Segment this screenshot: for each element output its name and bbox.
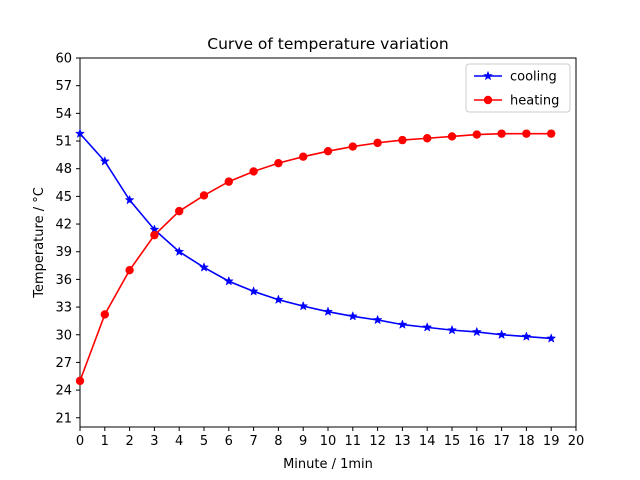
- cooling-point: [471, 326, 482, 337]
- heating-point: [497, 129, 506, 138]
- heating-point: [175, 206, 184, 216]
- x-tick-label: 20: [568, 434, 585, 449]
- heating-point: [398, 135, 407, 145]
- cooling-point: [273, 294, 284, 304]
- y-tick-label: 57: [55, 79, 72, 94]
- series-layer: [74, 128, 557, 386]
- y-tick-label: 27: [55, 356, 72, 371]
- y-tick-label: 60: [55, 52, 72, 67]
- heating-point: [150, 230, 159, 240]
- series-heating: [75, 129, 556, 386]
- y-tick-label: 21: [55, 411, 72, 426]
- x-tick-label: 8: [274, 434, 282, 449]
- cooling-point: [174, 246, 185, 257]
- y-tick-label: 33: [55, 301, 72, 316]
- x-tick-label: 16: [469, 434, 486, 449]
- cooling-legend-marker: [482, 70, 494, 81]
- legend: cooling heating: [465, 63, 571, 113]
- cooling-point: [223, 275, 234, 286]
- x-tick-label: 17: [493, 434, 510, 449]
- heating-point: [100, 310, 110, 319]
- heating-point: [423, 134, 432, 143]
- x-tick-label: 14: [419, 434, 436, 449]
- x-tick-label: 11: [345, 434, 362, 449]
- cooling-point: [372, 314, 383, 325]
- x-axis-title: Minute / 1min: [283, 457, 373, 472]
- y-tick-label: 24: [55, 384, 72, 399]
- y-tick-label: 39: [55, 245, 72, 260]
- x-tick-label: 1: [101, 434, 109, 449]
- y-tick-label: 51: [55, 135, 72, 150]
- cooling-point: [124, 194, 135, 205]
- x-tick-label: 12: [369, 434, 386, 449]
- cooling-point: [397, 319, 408, 329]
- heating-point: [75, 376, 85, 386]
- x-tick-label: 2: [125, 434, 133, 449]
- cooling-point: [496, 329, 507, 340]
- y-axis-ticks: 21 24 27 30 33 36 39 42 45 48 51 54 57 60: [55, 52, 80, 426]
- cooling-point: [298, 300, 309, 311]
- y-tick-label: 42: [55, 218, 72, 233]
- y-tick-label: 45: [55, 190, 72, 205]
- x-tick-label: 4: [175, 434, 183, 449]
- x-tick-label: 9: [299, 434, 307, 449]
- heating-point: [274, 158, 283, 168]
- x-tick-label: 15: [444, 434, 461, 449]
- x-tick-label: 3: [150, 434, 158, 449]
- cooling-point: [248, 286, 259, 296]
- y-tick-label: 54: [55, 107, 72, 122]
- heating-point: [348, 142, 357, 151]
- x-tick-label: 5: [200, 434, 208, 449]
- y-tick-label: 36: [55, 273, 72, 288]
- y-axis-title: Temperature / °C: [32, 187, 47, 299]
- cooling-point: [446, 324, 458, 335]
- cooling-point: [198, 262, 210, 272]
- x-tick-label: 13: [394, 434, 411, 449]
- heating-point: [373, 138, 382, 148]
- legend-label-cooling: cooling: [510, 70, 557, 85]
- heating-point: [299, 152, 308, 161]
- cooling-point: [422, 322, 433, 332]
- cooling-point: [99, 156, 110, 166]
- x-tick-label: 7: [249, 434, 257, 449]
- series-cooling: [74, 128, 557, 343]
- x-tick-label: 19: [543, 434, 560, 449]
- heating-point: [522, 129, 531, 138]
- x-axis-ticks: 0 1 2 3 4 5 6 7 8 9 10 11 12 13 14 15 16 17 18 19 20: [76, 427, 584, 449]
- chart-title: Curve of temperature variation: [207, 35, 448, 53]
- legend-label-heating: heating: [510, 94, 559, 109]
- heating-point: [547, 129, 556, 138]
- cooling-point: [546, 333, 557, 343]
- heating-point: [224, 177, 233, 186]
- cooling-point: [74, 128, 86, 138]
- x-tick-label: 6: [225, 434, 233, 449]
- y-tick-label: 30: [55, 328, 72, 343]
- heating-point: [125, 265, 134, 275]
- cooling-point: [521, 331, 532, 341]
- x-tick-label: 10: [320, 434, 337, 449]
- cooling-point: [322, 306, 334, 316]
- heating-point: [447, 132, 457, 141]
- heating-legend-marker: [483, 95, 493, 105]
- x-tick-label: 18: [518, 434, 535, 449]
- cooling-line: [79, 133, 552, 340]
- heating-point: [249, 167, 258, 176]
- cooling-point: [347, 310, 358, 321]
- heating-point: [323, 146, 333, 156]
- x-tick-label: 0: [76, 434, 84, 449]
- heating-point: [472, 130, 481, 139]
- y-tick-label: 48: [55, 162, 72, 177]
- heating-point: [199, 191, 209, 200]
